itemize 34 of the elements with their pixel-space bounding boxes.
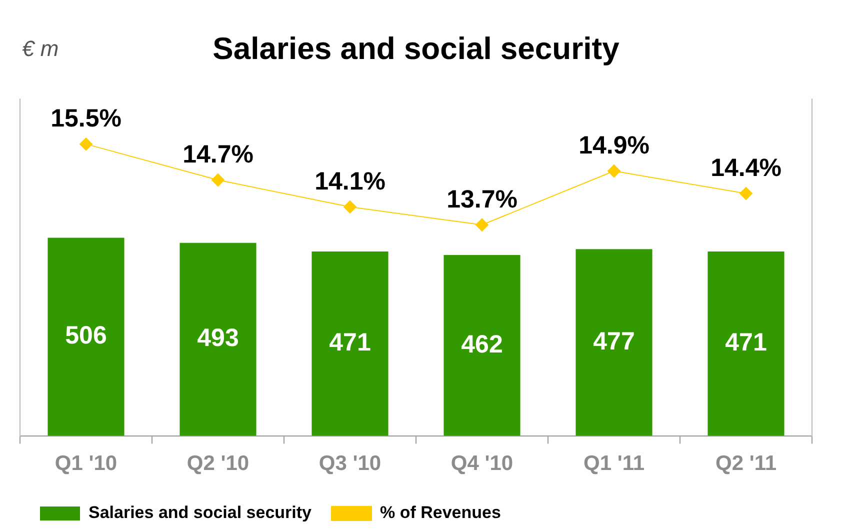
data-label: 14.1% [314, 167, 386, 196]
data-label: 471 [329, 328, 371, 357]
data-label: 13.7% [446, 185, 518, 214]
bar [444, 254, 520, 436]
chart-title: Salaries and social security [212, 31, 620, 66]
data-label: 471 [725, 328, 767, 357]
point [476, 218, 488, 232]
data-label: 493 [197, 324, 239, 352]
legend-label: Salaries and social security [88, 503, 312, 522]
x-tick-label: Q2 '10 [186, 452, 250, 476]
data-label: 14.9% [578, 131, 650, 160]
point [608, 164, 620, 178]
data-label: 15.5% [50, 104, 122, 132]
point [344, 200, 356, 214]
point [212, 173, 224, 186]
data-label: 462 [461, 330, 503, 358]
bar [312, 251, 388, 436]
x-tick-label: Q2 '11 [715, 452, 777, 476]
bar [708, 251, 784, 436]
legend-label: % of Revenues [380, 503, 501, 522]
data-label: 14.7% [182, 140, 254, 168]
x-tick-label: Q4 '10 [450, 452, 514, 476]
point [740, 186, 752, 200]
bar [180, 242, 256, 436]
data-label: 506 [65, 322, 107, 350]
data-label: 477 [593, 327, 635, 356]
data-label: 14.4% [710, 154, 782, 182]
x-tick-label: Q3 '10 [318, 452, 382, 476]
point [80, 138, 92, 151]
bar [576, 249, 652, 436]
x-tick-label: Q1 '10 [54, 452, 118, 476]
bar [48, 238, 124, 436]
x-tick-label: Q1 '11 [583, 452, 645, 476]
text: € m [22, 36, 59, 62]
